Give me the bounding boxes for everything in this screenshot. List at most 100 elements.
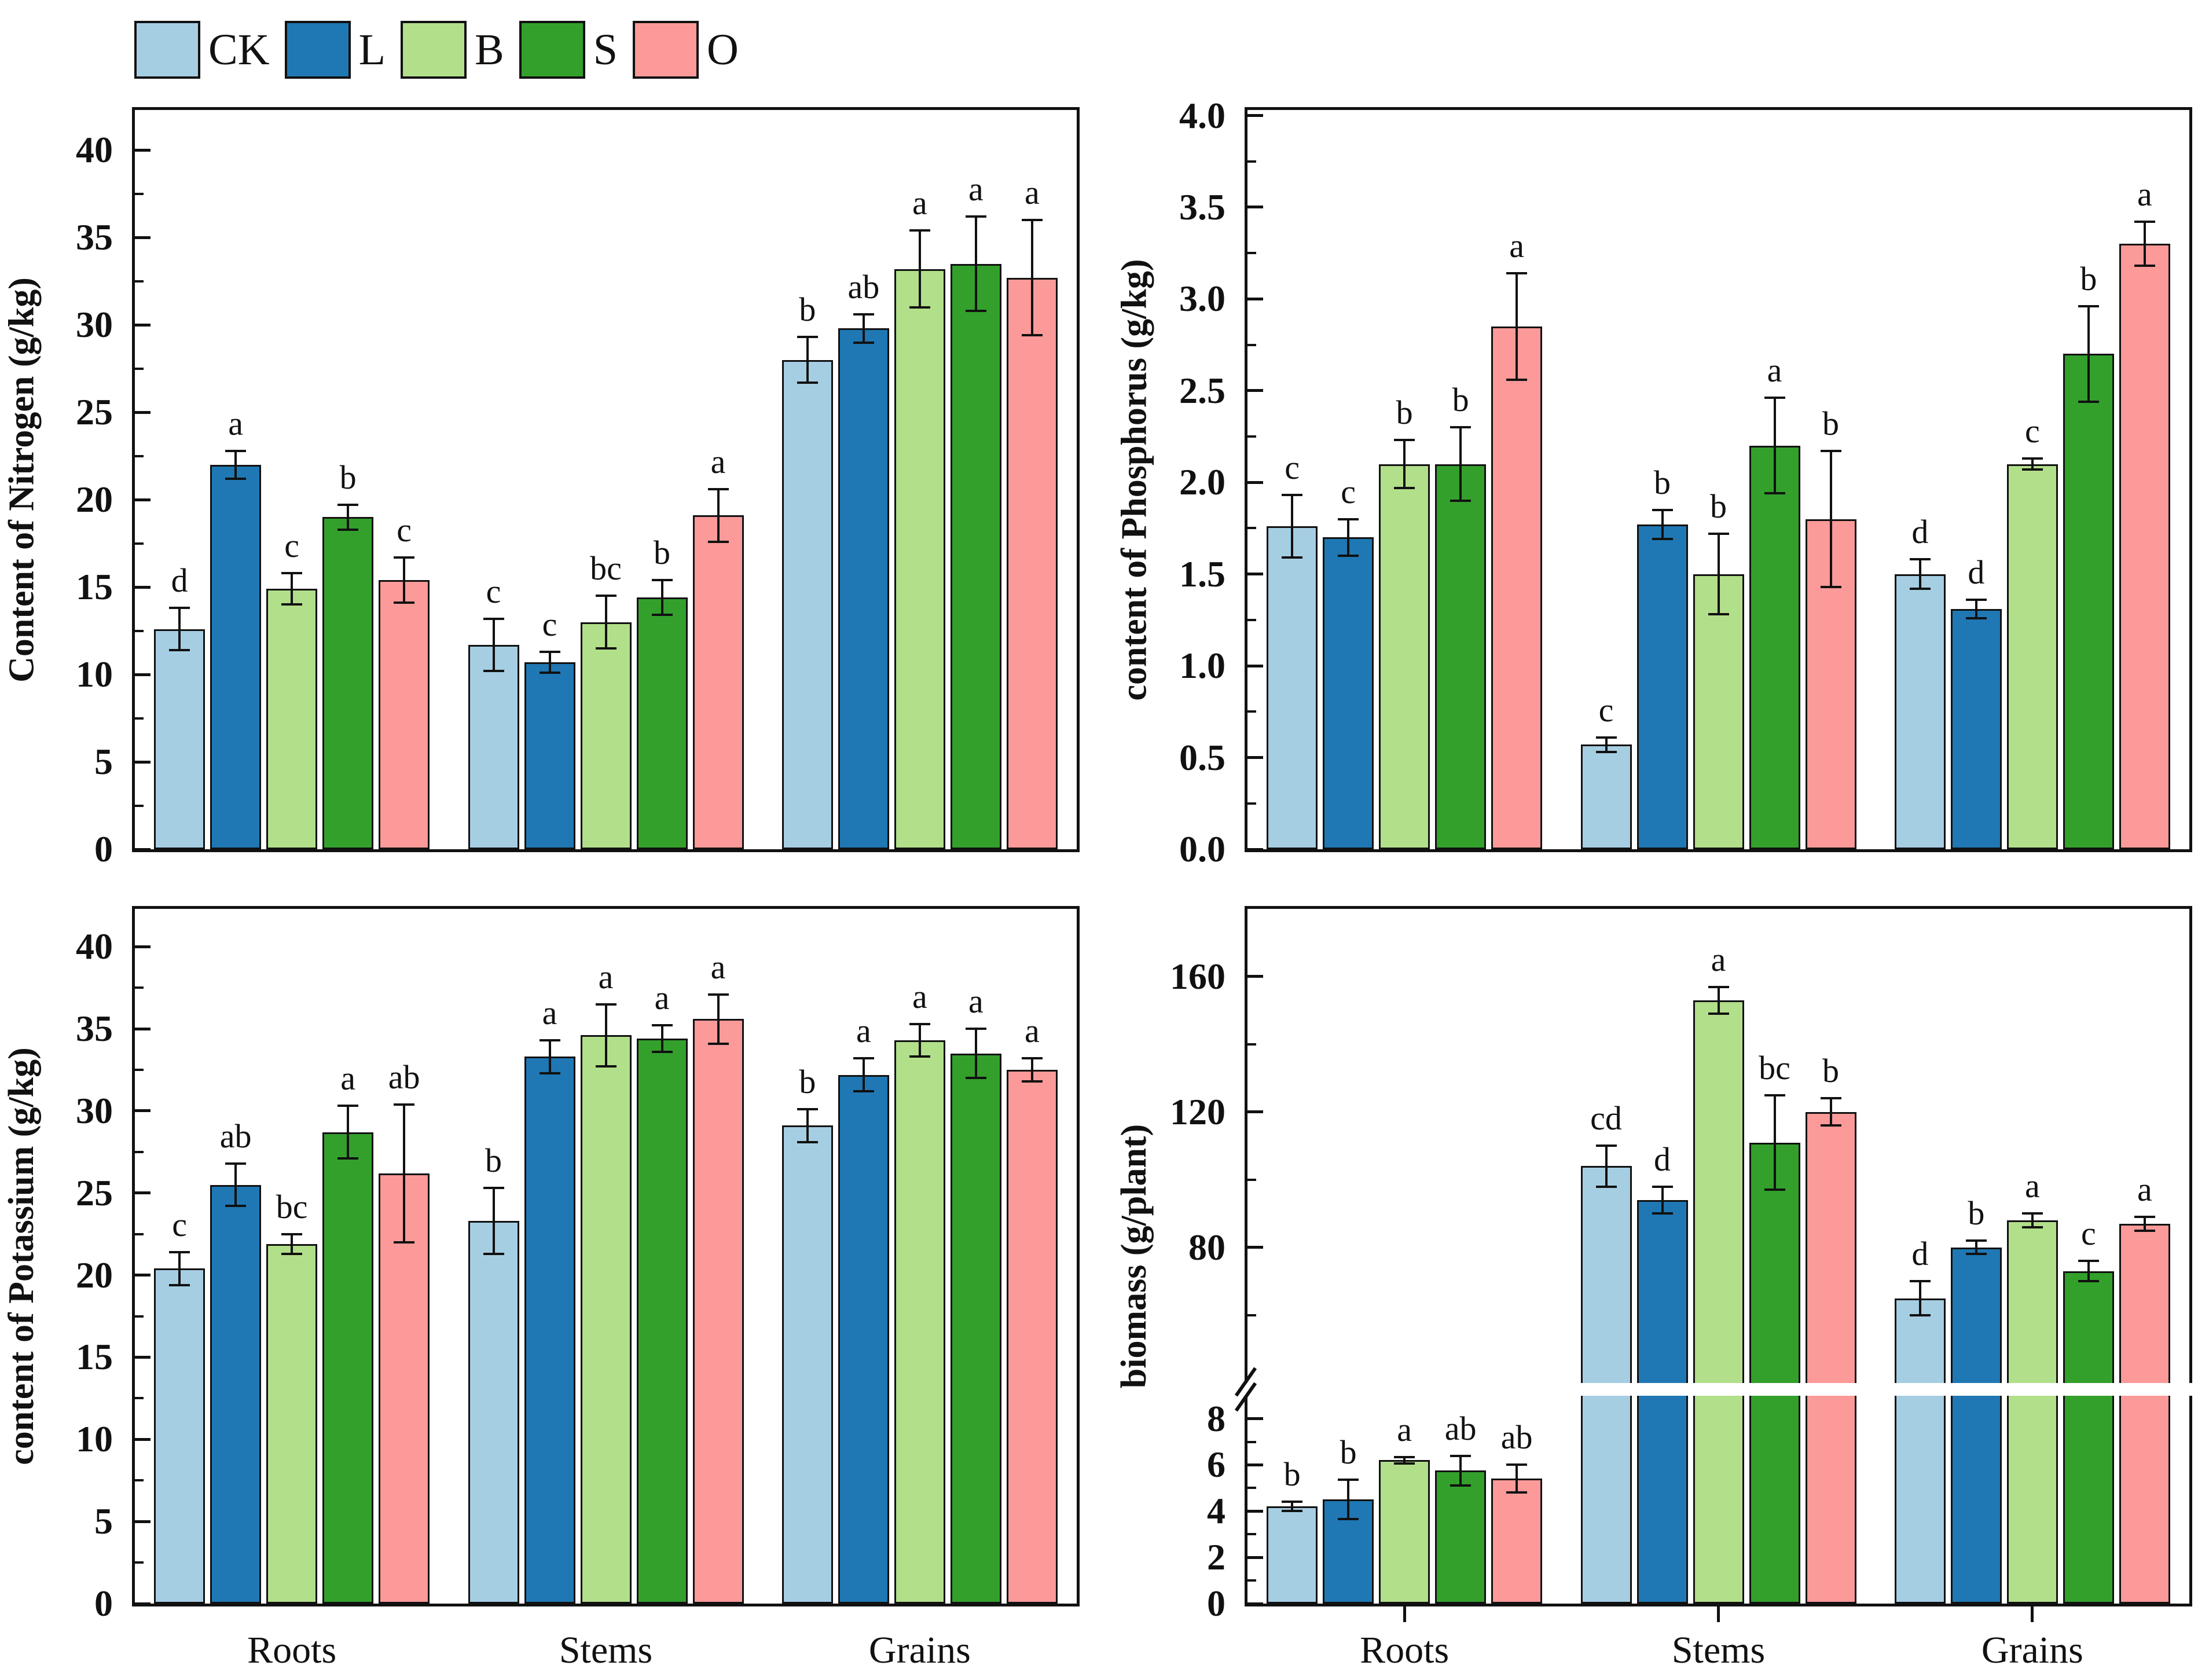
error-bar-cap-top	[337, 504, 359, 507]
error-bar-cap-bottom	[1652, 1212, 1673, 1215]
y-tick-label: 0.5	[1179, 736, 1225, 778]
error-bar-cap-top	[1652, 508, 1673, 511]
y-tick-label: 20	[76, 1254, 113, 1296]
bar-o-stems	[1805, 1112, 1856, 1383]
bar-ck-roots	[1267, 1506, 1318, 1604]
error-bar-cap-bottom	[797, 381, 818, 384]
bar-ck-grains	[781, 1125, 833, 1604]
y-tick-label: 3.5	[1179, 186, 1225, 228]
bar-s-stems	[1749, 445, 1800, 849]
significance-letter: a	[598, 958, 614, 996]
significance-letter: b	[1283, 1455, 1301, 1494]
bar-o-stems	[1805, 1395, 1856, 1604]
y-tick-label: 30	[76, 304, 113, 346]
error-bar-line	[291, 573, 293, 605]
error-bar-cap-bottom	[909, 306, 930, 309]
bar-b-stems	[580, 622, 632, 849]
y-minor-tick	[135, 542, 144, 545]
significance-letter: c	[1285, 449, 1300, 487]
error-bar-cap-bottom	[853, 341, 874, 344]
legend-swatch-l	[284, 21, 351, 79]
y-tick-label: 0	[94, 1583, 113, 1624]
y-major-tick	[135, 585, 151, 589]
bar-o-grains	[1006, 1070, 1058, 1604]
error-bar-line	[1459, 427, 1462, 501]
error-bar-cap-top	[539, 650, 560, 653]
significance-letter: b	[1340, 1433, 1357, 1472]
error-bar-cap-top	[1394, 1455, 1415, 1458]
y-tick-label: 15	[76, 1336, 113, 1378]
error-bar-cap-bottom	[1282, 556, 1303, 559]
category-label-stems: Stems	[1671, 1629, 1766, 1671]
error-bar-line	[492, 618, 495, 672]
significance-letter: a	[654, 979, 670, 1017]
y-major-tick	[135, 410, 151, 414]
error-bar-cap-top	[1450, 426, 1472, 429]
error-bar-cap-top	[1506, 272, 1528, 275]
bar-ck-roots	[1267, 526, 1318, 849]
bar-o-roots	[379, 580, 430, 849]
category-label-roots: Roots	[1360, 1629, 1450, 1671]
error-bar-cap-top	[707, 488, 729, 491]
error-bar-line	[1975, 1241, 1977, 1255]
error-bar-line	[347, 505, 350, 530]
bar-o-grains	[1006, 277, 1058, 849]
error-bar-line	[1030, 220, 1033, 336]
error-bar-cap-bottom	[1282, 1510, 1303, 1513]
y-major-tick	[135, 760, 151, 764]
significance-letter: b	[339, 458, 357, 497]
significance-letter: b	[799, 291, 816, 329]
error-bar-line	[2087, 1261, 2090, 1282]
y-minor-tick	[1247, 1178, 1256, 1181]
bar-ck-stems	[1580, 1166, 1632, 1383]
significance-letter: d	[1911, 513, 1929, 551]
error-bar-cap-bottom	[337, 1157, 359, 1160]
y-tick-label: 35	[76, 1008, 113, 1050]
y-minor-tick	[135, 1479, 144, 1482]
error-bar-cap-top	[1595, 1145, 1617, 1147]
bar-o-grains	[2119, 1223, 2170, 1383]
error-bar-cap-bottom	[1764, 1189, 1785, 1191]
y-major-tick	[135, 1355, 151, 1359]
error-bar-cap-top	[1965, 1239, 1987, 1242]
error-bar-cap-top	[1909, 558, 1931, 561]
error-bar-cap-top	[1021, 219, 1043, 222]
category-label-roots: Roots	[247, 1629, 337, 1671]
y-major-tick	[1247, 114, 1263, 117]
error-bar-cap-top	[909, 1022, 930, 1025]
bar-l-stems	[524, 1057, 575, 1604]
legend-item-ck: CK	[134, 21, 270, 79]
y-major-tick	[1247, 1509, 1263, 1513]
bar-o-grains	[2119, 1395, 2170, 1604]
error-bar-cap-top	[1965, 599, 1987, 601]
y-major-tick	[1247, 664, 1263, 667]
error-bar-cap-bottom	[539, 672, 560, 674]
error-bar-cap-top	[1708, 532, 1729, 535]
bar-l-roots	[210, 1184, 262, 1604]
error-bar-cap-bottom	[1909, 588, 1931, 590]
error-bar-cap-bottom	[281, 1252, 303, 1255]
significance-letter: d	[171, 562, 188, 600]
significance-letter: cd	[1590, 1099, 1622, 1138]
error-bar-line	[1605, 1146, 1608, 1187]
error-bar-cap-bottom	[1708, 1013, 1729, 1015]
error-bar-cap-bottom	[281, 603, 303, 606]
significance-letter: a	[542, 993, 557, 1032]
significance-letter: b	[654, 534, 670, 572]
legend-label: S	[593, 25, 618, 74]
error-bar-cap-top	[281, 1233, 303, 1235]
error-bar-cap-top	[1506, 1463, 1528, 1466]
error-bar-cap-bottom	[169, 648, 190, 651]
bar-b-grains	[2006, 1220, 2058, 1383]
significance-letter: a	[856, 1012, 871, 1050]
significance-letter: ab	[1444, 1409, 1477, 1447]
error-bar-cap-top	[651, 579, 673, 582]
panel-potassium: content of Potassium (g/kg) 0 5 10 15 20 25 30 3…	[2, 906, 1080, 1671]
bar-o-roots	[1491, 1479, 1543, 1604]
bar-ck-grains	[1894, 574, 1946, 849]
error-bar-cap-bottom	[1708, 613, 1729, 616]
error-bar-cap-bottom	[483, 670, 504, 673]
bar-s-roots	[322, 517, 374, 849]
error-bar-cap-bottom	[394, 1241, 415, 1244]
error-bar-line	[1605, 737, 1608, 753]
